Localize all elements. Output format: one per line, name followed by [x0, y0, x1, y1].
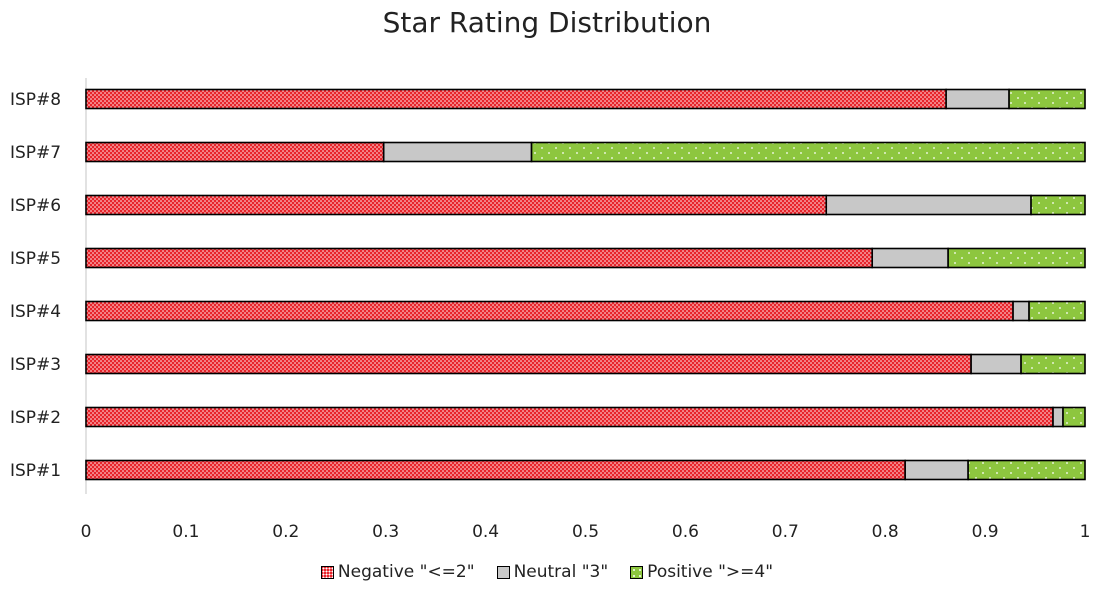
- bar-segment: [85, 88, 947, 110]
- bar-segment: [85, 406, 1054, 428]
- bar-segment: [382, 141, 533, 163]
- legend-label: Neutral "3": [513, 562, 609, 582]
- bar-segment: [945, 88, 1010, 110]
- x-tick-label: 0.2: [272, 522, 299, 542]
- legend-swatch: [496, 565, 510, 579]
- x-tick-label: 0.4: [472, 522, 499, 542]
- legend-item: Positive ">=4": [630, 562, 773, 582]
- bar-segment: [970, 353, 1022, 375]
- bar-segment: [85, 141, 385, 163]
- bar-segment: [85, 459, 906, 481]
- x-tick-label: 0.8: [872, 522, 899, 542]
- x-tick-label: 1: [1080, 522, 1091, 542]
- bar-segment: [1028, 300, 1086, 322]
- legend-label: Positive ">=4": [647, 562, 774, 582]
- bar-segment: [825, 194, 1032, 216]
- bar-segment: [85, 194, 828, 216]
- bar-segment: [1030, 194, 1086, 216]
- y-tick-label: ISP#8: [10, 90, 61, 110]
- x-tick-label: 0.1: [172, 522, 199, 542]
- legend-swatch: [630, 565, 644, 579]
- bar-segment: [904, 459, 969, 481]
- bar-segment: [1052, 406, 1064, 428]
- y-tick-label: ISP#1: [10, 461, 61, 481]
- chart-legend: Negative "<=2" Neutral "3" Positive ">=4": [0, 562, 1094, 582]
- legend-item: Neutral "3": [496, 562, 609, 582]
- bar-segment: [1062, 406, 1086, 428]
- legend-swatch: [320, 565, 334, 579]
- bar-segment: [967, 459, 1086, 481]
- bar-segment: [1020, 353, 1086, 375]
- bar-segment: [1008, 88, 1086, 110]
- bar-segment: [85, 353, 972, 375]
- legend-label: Negative "<=2": [337, 562, 475, 582]
- y-tick-label: ISP#3: [10, 355, 61, 375]
- chart-title: Star Rating Distribution: [382, 6, 712, 39]
- bar-segment: [871, 247, 949, 269]
- x-tick-label: 0.5: [572, 522, 599, 542]
- y-tick-label: ISP#7: [10, 143, 61, 163]
- x-tick-label: 0.9: [972, 522, 999, 542]
- bar-segment: [85, 247, 874, 269]
- x-tick-label: 0.3: [372, 522, 399, 542]
- bar-segment: [85, 300, 1014, 322]
- y-tick-label: ISP#4: [10, 302, 61, 322]
- x-tick-label: 0.7: [772, 522, 799, 542]
- x-tick-label: 0: [81, 522, 92, 542]
- bar-segment: [947, 247, 1086, 269]
- y-tick-label: ISP#6: [10, 196, 61, 216]
- y-tick-label: ISP#5: [10, 249, 61, 269]
- bar-segment: [1012, 300, 1030, 322]
- y-tick-label: ISP#2: [10, 408, 61, 428]
- x-tick-label: 0.6: [672, 522, 699, 542]
- legend-item: Negative "<=2": [320, 562, 475, 582]
- bar-segment: [530, 141, 1086, 163]
